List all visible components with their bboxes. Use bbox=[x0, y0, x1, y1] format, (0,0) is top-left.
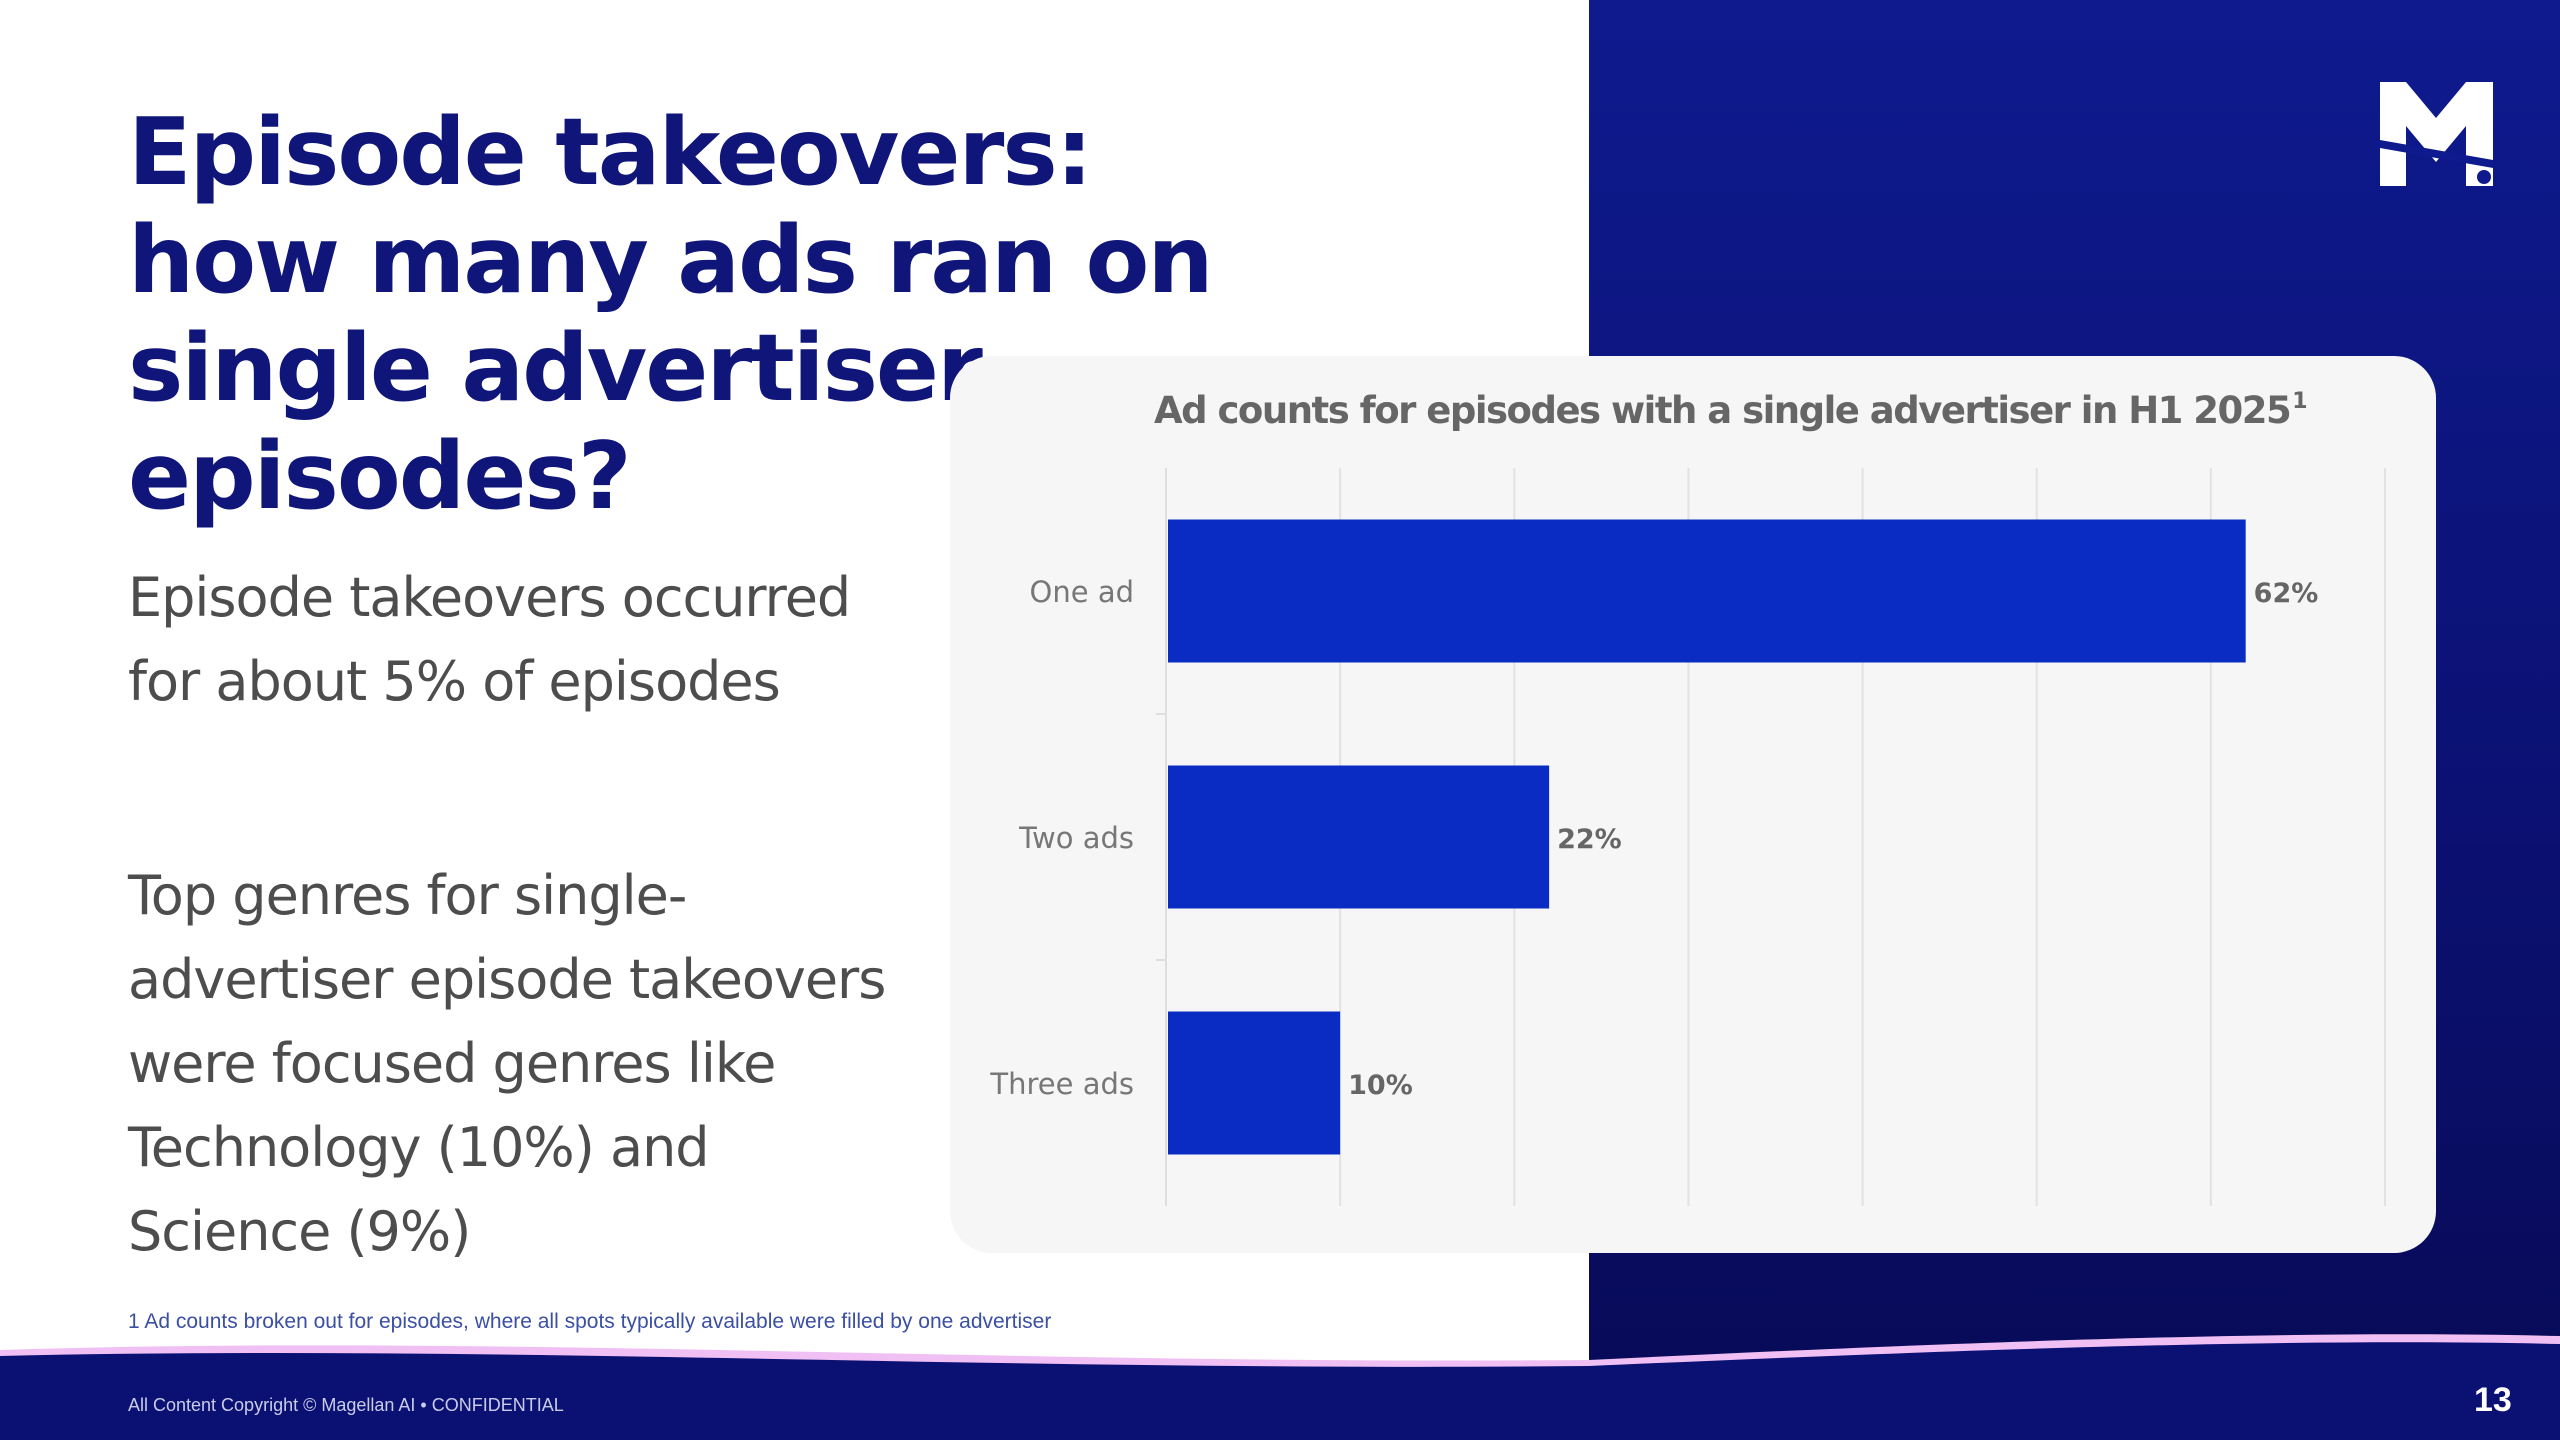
copyright-text: All Content Copyright © Magellan AI • CO… bbox=[128, 1395, 564, 1415]
takeover-rate-text: Episode takeovers occurred for about 5% … bbox=[128, 566, 851, 713]
footnote: 1 Ad counts broken out for episodes, whe… bbox=[128, 1310, 1052, 1333]
chart-card: Ad counts for episodes with a single adv… bbox=[950, 356, 2436, 1253]
chart-title: Ad counts for episodes with a single adv… bbox=[1154, 389, 2290, 432]
top-genres-text: Top genres for single-advertiser episode… bbox=[128, 864, 886, 1263]
chart-title-superscript: 1 bbox=[2292, 389, 2307, 414]
bar-chart: Ad counts for episodes with a single adv… bbox=[989, 389, 2386, 1206]
bar bbox=[1168, 765, 1550, 909]
category-label: Two ads bbox=[1018, 821, 1134, 855]
footer-wave bbox=[0, 1334, 2560, 1440]
category-label: Three ads bbox=[989, 1067, 1134, 1101]
data-label: 22% bbox=[1557, 824, 1622, 855]
data-label: 62% bbox=[2254, 578, 2319, 609]
page-title: Episode takeovers: how many ads ran on s… bbox=[128, 98, 1214, 530]
data-label: 10% bbox=[1348, 1070, 1413, 1101]
category-label: One ad bbox=[1030, 575, 1134, 609]
magellan-m-logo-icon bbox=[2380, 82, 2493, 186]
bar bbox=[1168, 519, 2246, 663]
bar bbox=[1168, 1011, 1341, 1155]
page-number: 13 bbox=[2474, 1381, 2512, 1419]
